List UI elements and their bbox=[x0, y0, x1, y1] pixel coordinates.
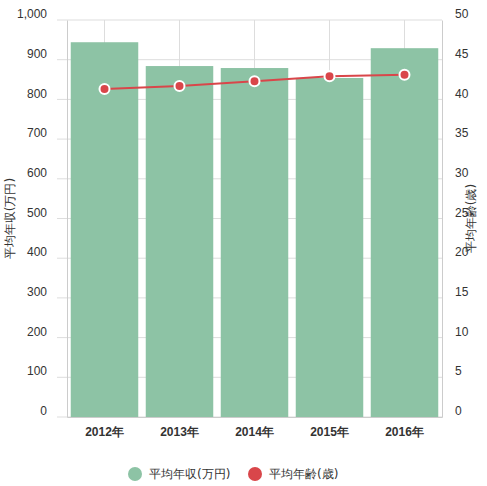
tick-label: 500 bbox=[27, 206, 47, 220]
tick-label: 2015年 bbox=[310, 425, 349, 439]
tick-label: 600 bbox=[27, 166, 47, 180]
tick: 800 bbox=[27, 87, 67, 101]
tick-label: 0 bbox=[455, 404, 462, 418]
tick-label: 800 bbox=[27, 87, 47, 101]
tick: 900 bbox=[27, 47, 67, 61]
legend-item: 平均年収(万円) bbox=[128, 467, 230, 481]
grid-line bbox=[57, 20, 442, 21]
tick: 2014年 bbox=[235, 417, 274, 439]
bar bbox=[371, 48, 439, 417]
tick: 0 bbox=[442, 404, 462, 418]
tick: 200 bbox=[27, 325, 67, 339]
tick-label: 700 bbox=[27, 126, 47, 140]
tick: 30 bbox=[442, 166, 469, 180]
tick-label: 100 bbox=[27, 364, 47, 378]
tick-label: 15 bbox=[455, 285, 469, 299]
tick-label: 2013年 bbox=[160, 425, 199, 439]
legend-swatch bbox=[128, 467, 142, 481]
point bbox=[250, 76, 260, 86]
point bbox=[100, 84, 110, 94]
axis-line bbox=[442, 21, 443, 418]
axis-title: 平均年収(万円) bbox=[3, 178, 17, 259]
tick: 35 bbox=[442, 126, 469, 140]
point bbox=[400, 70, 410, 80]
bar bbox=[71, 42, 139, 417]
tick: 600 bbox=[27, 166, 67, 180]
tick: 15 bbox=[442, 285, 469, 299]
tick: 45 bbox=[442, 47, 469, 61]
plot: 0 100 200 300 400 500 600 700 800 900 1,000 0 5 10 15 2… bbox=[17, 7, 469, 438]
tick-label: 1,000 bbox=[17, 7, 47, 21]
y-axis: 0 100 200 300 400 500 600 700 800 900 1,000 bbox=[17, 7, 68, 418]
point bbox=[175, 81, 185, 91]
tick-label: 50 bbox=[455, 7, 469, 21]
tick: 50 bbox=[442, 7, 469, 21]
tick: 100 bbox=[27, 364, 67, 378]
tick: 0 bbox=[40, 404, 67, 418]
axis-line bbox=[67, 21, 68, 418]
tick: 40 bbox=[442, 87, 469, 101]
tick: 10 bbox=[442, 325, 469, 339]
legend-label: 平均年齢(歳) bbox=[269, 467, 338, 481]
axis-line bbox=[68, 417, 443, 418]
tick-label: 2014年 bbox=[235, 425, 274, 439]
tick: 1,000 bbox=[17, 7, 67, 21]
tick-label: 2016年 bbox=[385, 425, 424, 439]
x-axis: 2012年 2013年 2014年 2015年 2016年 bbox=[68, 417, 443, 439]
tick-label: 300 bbox=[27, 285, 47, 299]
tick-label: 200 bbox=[27, 325, 47, 339]
tick: 2013年 bbox=[160, 417, 199, 439]
tick: 2016年 bbox=[385, 417, 424, 439]
tick-label: 0 bbox=[40, 404, 47, 418]
tick: 2015年 bbox=[310, 417, 349, 439]
tick-label: 400 bbox=[27, 245, 47, 259]
legend: 平均年収(万円) 平均年齢(歳) bbox=[128, 467, 338, 481]
tick: 700 bbox=[27, 126, 67, 140]
tick-label: 30 bbox=[455, 166, 469, 180]
tick: 300 bbox=[27, 285, 67, 299]
marks bbox=[71, 42, 439, 417]
tick: 500 bbox=[27, 206, 67, 220]
tick-label: 35 bbox=[455, 126, 469, 140]
legend-swatch bbox=[248, 467, 262, 481]
tick-label: 10 bbox=[455, 325, 469, 339]
legend-label: 平均年収(万円) bbox=[149, 467, 230, 481]
tick-label: 45 bbox=[455, 47, 469, 61]
tick-label: 5 bbox=[455, 364, 462, 378]
point bbox=[325, 71, 335, 81]
chart: 0 100 200 300 400 500 600 700 800 900 1,000 0 5 10 15 2… bbox=[0, 0, 487, 486]
tick-label: 2012年 bbox=[85, 425, 124, 439]
tick: 400 bbox=[27, 245, 67, 259]
grid bbox=[57, 20, 442, 417]
legend-item: 平均年齢(歳) bbox=[248, 467, 338, 481]
bar bbox=[221, 68, 289, 417]
bar bbox=[146, 66, 214, 417]
tick: 5 bbox=[442, 364, 462, 378]
tick-label: 900 bbox=[27, 47, 47, 61]
tick: 2012年 bbox=[85, 417, 124, 439]
axis-title: 平均年齢(歳) bbox=[464, 184, 478, 253]
tick-label: 40 bbox=[455, 87, 469, 101]
line bbox=[105, 75, 405, 89]
bar bbox=[296, 78, 364, 417]
